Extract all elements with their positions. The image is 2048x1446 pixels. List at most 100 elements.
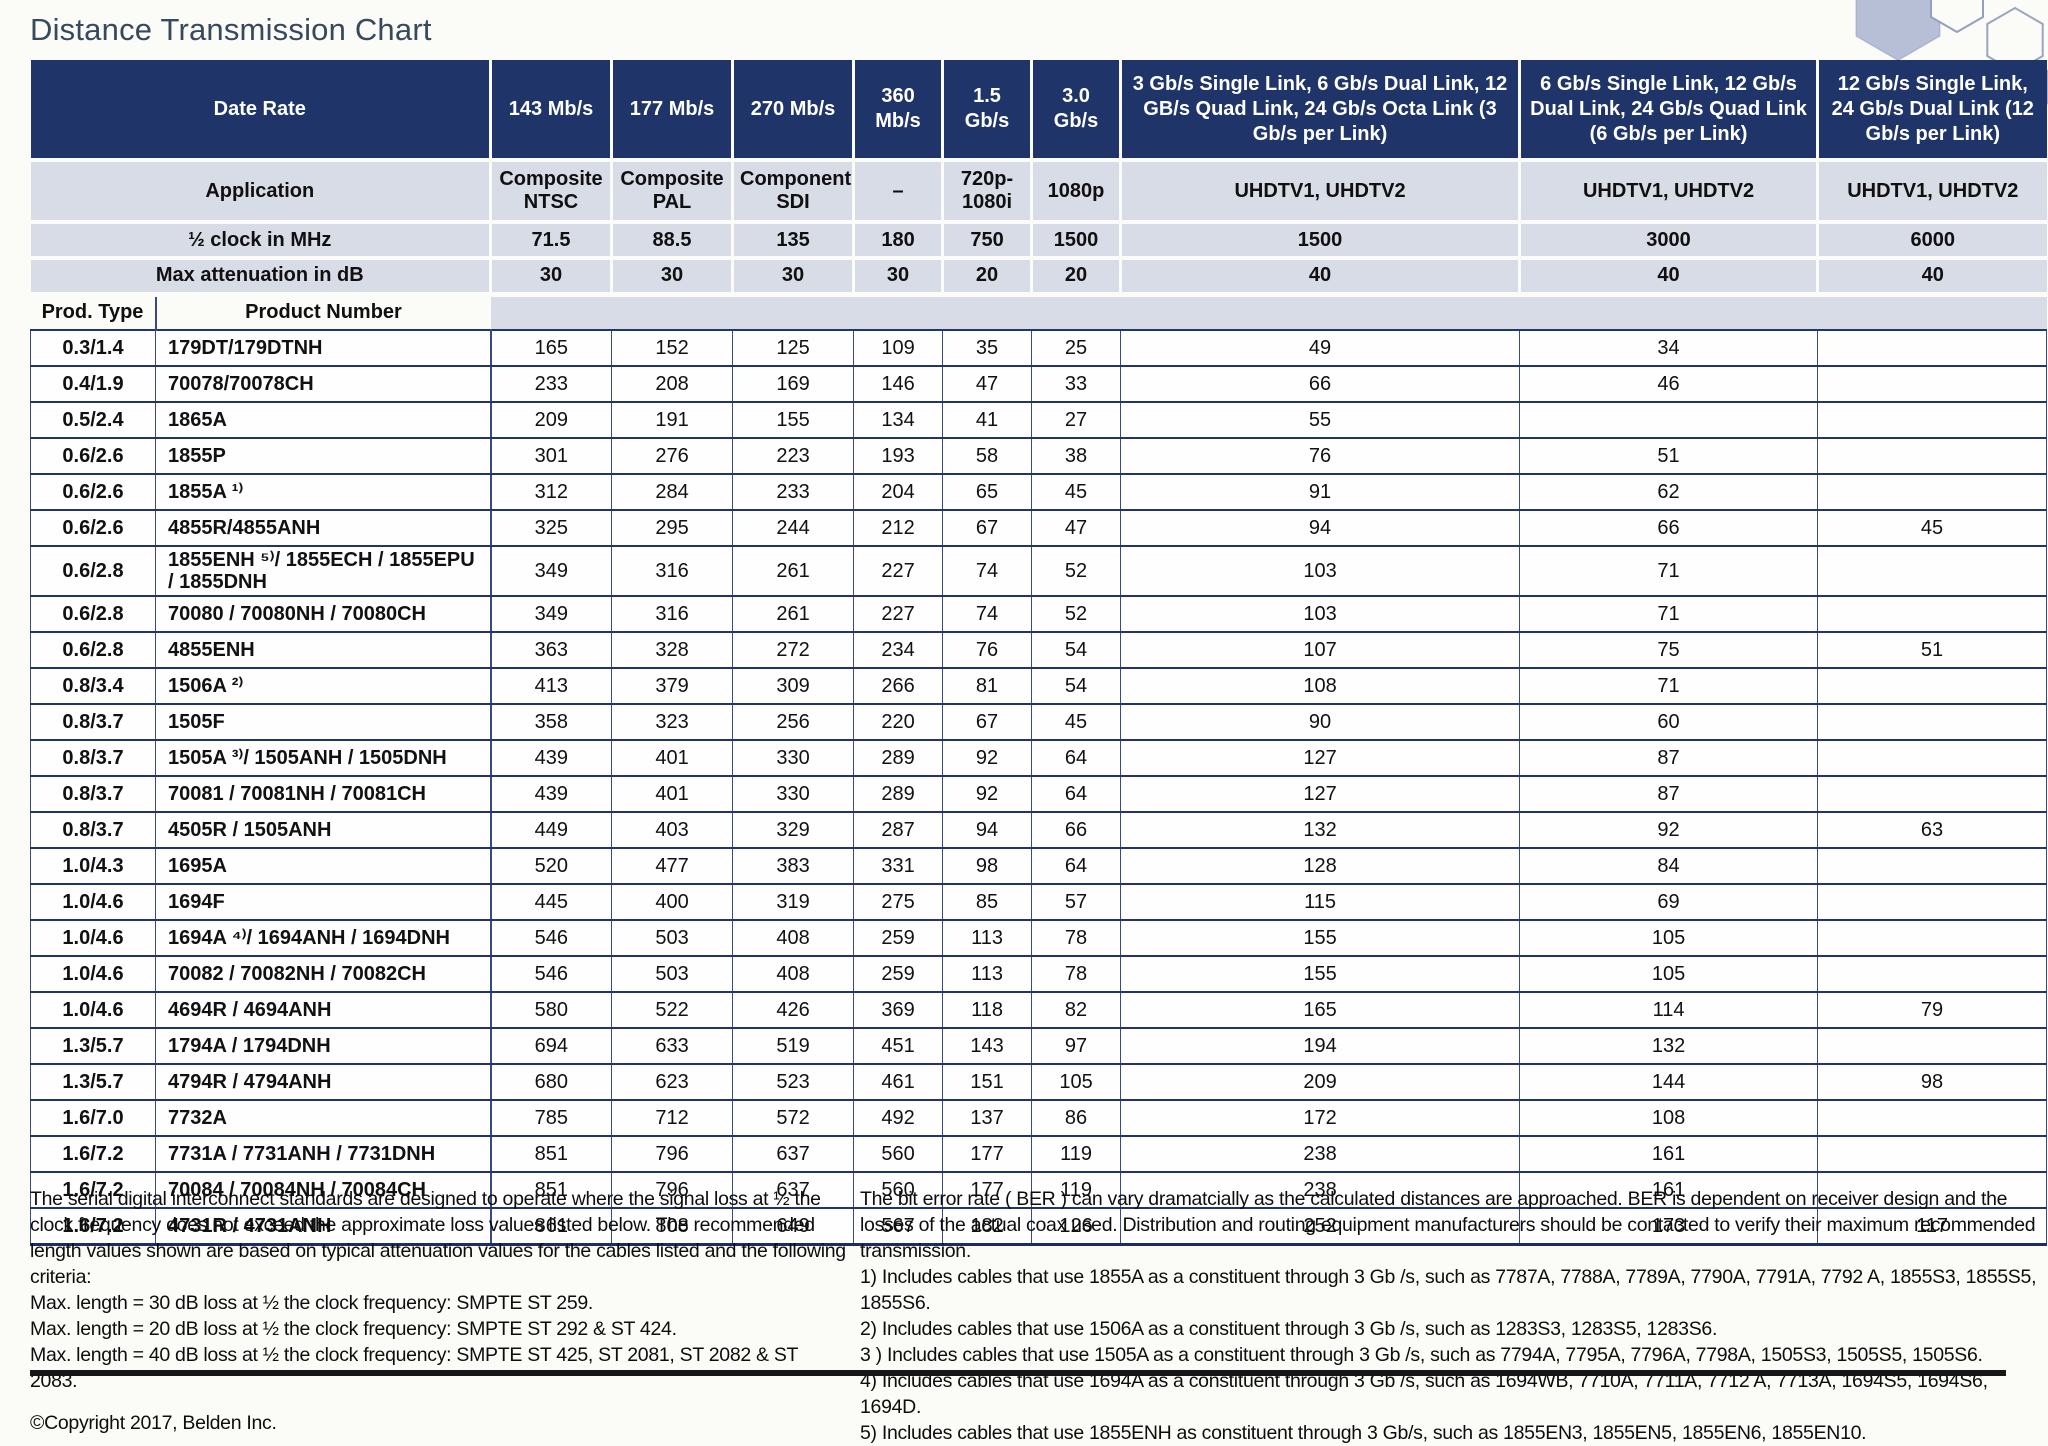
- cell-value: 155: [1120, 955, 1521, 993]
- max-attenuation-cell: 30: [852, 256, 943, 294]
- footer-left-paragraph: The serial digital interconnect standard…: [30, 1188, 846, 1288]
- cell-value: 69: [1519, 883, 1819, 921]
- cell-value: 173: [1519, 1207, 1819, 1246]
- product-number-label: Product Number: [155, 291, 491, 330]
- cell-value: 71: [1519, 667, 1819, 705]
- cell-value: 132: [1519, 1027, 1819, 1065]
- cell-prod-type: 1.0/4.3: [30, 847, 156, 885]
- cell-value: 54: [1031, 667, 1122, 705]
- cell-value: 67: [942, 703, 1033, 741]
- cell-value: 71: [1519, 545, 1819, 597]
- cell-value: [1817, 955, 2048, 993]
- cell-value: 127: [1120, 775, 1521, 813]
- cell-value: 227: [853, 545, 944, 597]
- cell-value: 27: [1031, 401, 1122, 439]
- cell-value: 118: [942, 991, 1033, 1029]
- cell-value: 144: [1519, 1063, 1819, 1101]
- max-attenuation-cell: 20: [1030, 256, 1121, 294]
- cell-value: 105: [1519, 955, 1819, 993]
- cell-product-number: 1694A ⁴⁾/ 1694ANH / 1694DNH: [154, 919, 492, 957]
- application-cell: –: [852, 158, 943, 222]
- table-row: 0.6/2.6 1855P 301 276 223 193 58 38 76 5…: [30, 437, 2048, 475]
- cell-prod-type: 1.0/4.6: [30, 955, 156, 993]
- cell-prod-type: 0.8/3.4: [30, 667, 156, 705]
- cell-value: 572: [732, 1099, 855, 1137]
- cell-value: 76: [1120, 437, 1521, 475]
- cell-value: 401: [611, 739, 734, 777]
- cell-value: 117: [1817, 1207, 2048, 1246]
- cell-value: 449: [490, 811, 613, 849]
- cell-value: 633: [611, 1027, 734, 1065]
- cell-value: 259: [853, 919, 944, 957]
- table-row: 0.6/2.8 4855ENH 363 328 272 234 76 54 10…: [30, 631, 2048, 669]
- cell-value: 319: [732, 883, 855, 921]
- cell-value: [1817, 883, 2048, 921]
- cell-value: 64: [1031, 847, 1122, 885]
- cell-value: 329: [732, 811, 855, 849]
- cell-value: 400: [611, 883, 734, 921]
- cell-prod-type: 1.3/5.7: [30, 1027, 156, 1065]
- cell-value: 309: [732, 667, 855, 705]
- max-attenuation-cell: 40: [1816, 256, 2047, 294]
- cell-value: 146: [853, 365, 944, 403]
- cell-value: 84: [1519, 847, 1819, 885]
- cell-value: 71: [1519, 595, 1819, 633]
- cell-value: 143: [942, 1027, 1033, 1065]
- table-row: 0.6/2.6 1855A ¹⁾ 312 284 233 204 65 45 9…: [30, 473, 2048, 511]
- cell-value: 785: [490, 1099, 613, 1137]
- table-body: 0.3/1.4 179DT/179DTNH 165 152 125 109 35…: [30, 329, 2048, 1246]
- table-row: 0.6/2.8 70080 / 70080NH / 70080CH 349 31…: [30, 595, 2048, 633]
- cell-value: 66: [1120, 365, 1521, 403]
- cell-value: [1817, 919, 2048, 957]
- footer-right-paragraph: The bit error rate ( BER ) can vary dram…: [860, 1188, 2036, 1262]
- table-row: 1.0/4.6 4694R / 4694ANH 580 522 426 369 …: [30, 991, 2048, 1029]
- cell-value: [1817, 401, 2048, 439]
- cell-value: 445: [490, 883, 613, 921]
- cell-value: 312: [490, 473, 613, 511]
- cell-value: [1817, 667, 2048, 705]
- header-col-143: 143 Mb/s: [489, 60, 612, 160]
- cell-prod-type: 1.0/4.6: [30, 991, 156, 1029]
- half-clock-cell: 88.5: [610, 220, 733, 258]
- cell-value: 349: [490, 595, 613, 633]
- product-header-filler: [490, 291, 2047, 330]
- cell-value: [1817, 1099, 2048, 1137]
- footer-criteria-line: Max. length = 40 dB loss at ½ the clock …: [30, 1344, 798, 1392]
- cell-value: [1817, 1171, 2048, 1209]
- cell-value: 105: [1031, 1063, 1122, 1101]
- cell-value: 330: [732, 775, 855, 813]
- cell-value: 108: [1120, 667, 1521, 705]
- header-col-3g-link: 3 Gb/s Single Link, 6 Gb/s Dual Link, 12…: [1119, 60, 1520, 160]
- header-col-3-0: 3.0 Gb/s: [1030, 60, 1121, 160]
- footer-note-line: 5) Includes cables that use 1855ENH as c…: [860, 1422, 1867, 1444]
- cell-value: [1817, 775, 2048, 813]
- cell-value: 519: [732, 1027, 855, 1065]
- table-row: 1.3/5.7 1794A / 1794DNH 694 633 519 451 …: [30, 1027, 2048, 1065]
- cell-product-number: 7731A / 7731ANH / 7731DNH: [154, 1135, 492, 1173]
- table-row: 0.6/2.6 4855R/4855ANH 325 295 244 212 67…: [30, 509, 2048, 547]
- cell-value: 119: [1031, 1135, 1122, 1173]
- cell-value: 74: [942, 595, 1033, 633]
- cell-value: 182: [942, 1207, 1033, 1246]
- cell-value: 266: [853, 667, 944, 705]
- cell-value: 108: [1519, 1099, 1819, 1137]
- cell-value: 105: [1519, 919, 1819, 957]
- cell-value: 109: [853, 329, 944, 367]
- cell-value: 369: [853, 991, 944, 1029]
- cell-value: 151: [942, 1063, 1033, 1101]
- cell-value: 851: [490, 1171, 613, 1209]
- cell-value: 209: [490, 401, 613, 439]
- table-row: 0.3/1.4 179DT/179DTNH 165 152 125 109 35…: [30, 329, 2048, 367]
- header-col-270: 270 Mb/s: [731, 60, 854, 160]
- cell-value: 193: [853, 437, 944, 475]
- cell-value: 47: [1031, 509, 1122, 547]
- cell-value: 60: [1519, 703, 1819, 741]
- cell-value: 63: [1817, 811, 2048, 849]
- cell-value: 51: [1519, 437, 1819, 475]
- cell-value: 76: [942, 631, 1033, 669]
- cell-prod-type: 0.8/3.7: [30, 739, 156, 777]
- cell-value: 137: [942, 1099, 1033, 1137]
- cell-value: 295: [611, 509, 734, 547]
- header-col-1-5: 1.5 Gb/s: [941, 60, 1032, 160]
- cell-product-number: 1506A ²⁾: [154, 667, 492, 705]
